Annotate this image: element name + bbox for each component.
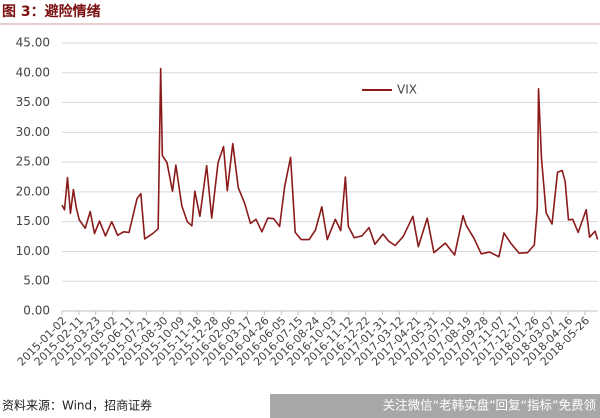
y-tick-label: 45.00: [16, 36, 50, 50]
y-tick-label: 15.00: [16, 214, 50, 228]
y-tick-label: 10.00: [16, 244, 50, 258]
y-tick-label: 5.00: [23, 274, 50, 288]
watermark: 关注微信“老韩实盘”回复“指标”免费领: [383, 398, 597, 413]
chart-title: 图 3：避险情绪: [2, 3, 101, 20]
source: 资料来源：Wind，招商证券: [2, 398, 152, 413]
series-line: [61, 67, 599, 258]
watermark-band: [270, 394, 600, 418]
y-tick-label: 30.00: [16, 125, 50, 139]
y-tick-label: 35.00: [16, 95, 50, 109]
y-tick-label: 40.00: [16, 65, 50, 79]
legend-label: VIX: [397, 83, 417, 97]
y-tick-label: 20.00: [16, 184, 50, 198]
y-tick-label: 0.00: [23, 304, 50, 318]
y-tick-label: 25.00: [16, 155, 50, 169]
